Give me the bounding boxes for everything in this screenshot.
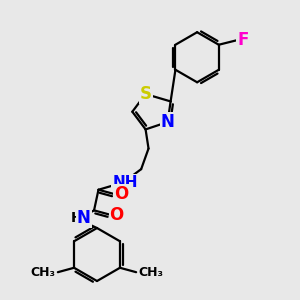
Text: O: O <box>114 185 128 203</box>
Text: CH₃: CH₃ <box>139 266 164 279</box>
Text: NH: NH <box>112 175 138 190</box>
Text: H: H <box>70 211 82 225</box>
Text: O: O <box>110 206 124 224</box>
Text: N: N <box>161 113 175 131</box>
Text: N: N <box>77 209 91 227</box>
Text: CH₃: CH₃ <box>31 266 56 279</box>
Text: F: F <box>237 31 249 49</box>
Text: S: S <box>140 85 152 103</box>
